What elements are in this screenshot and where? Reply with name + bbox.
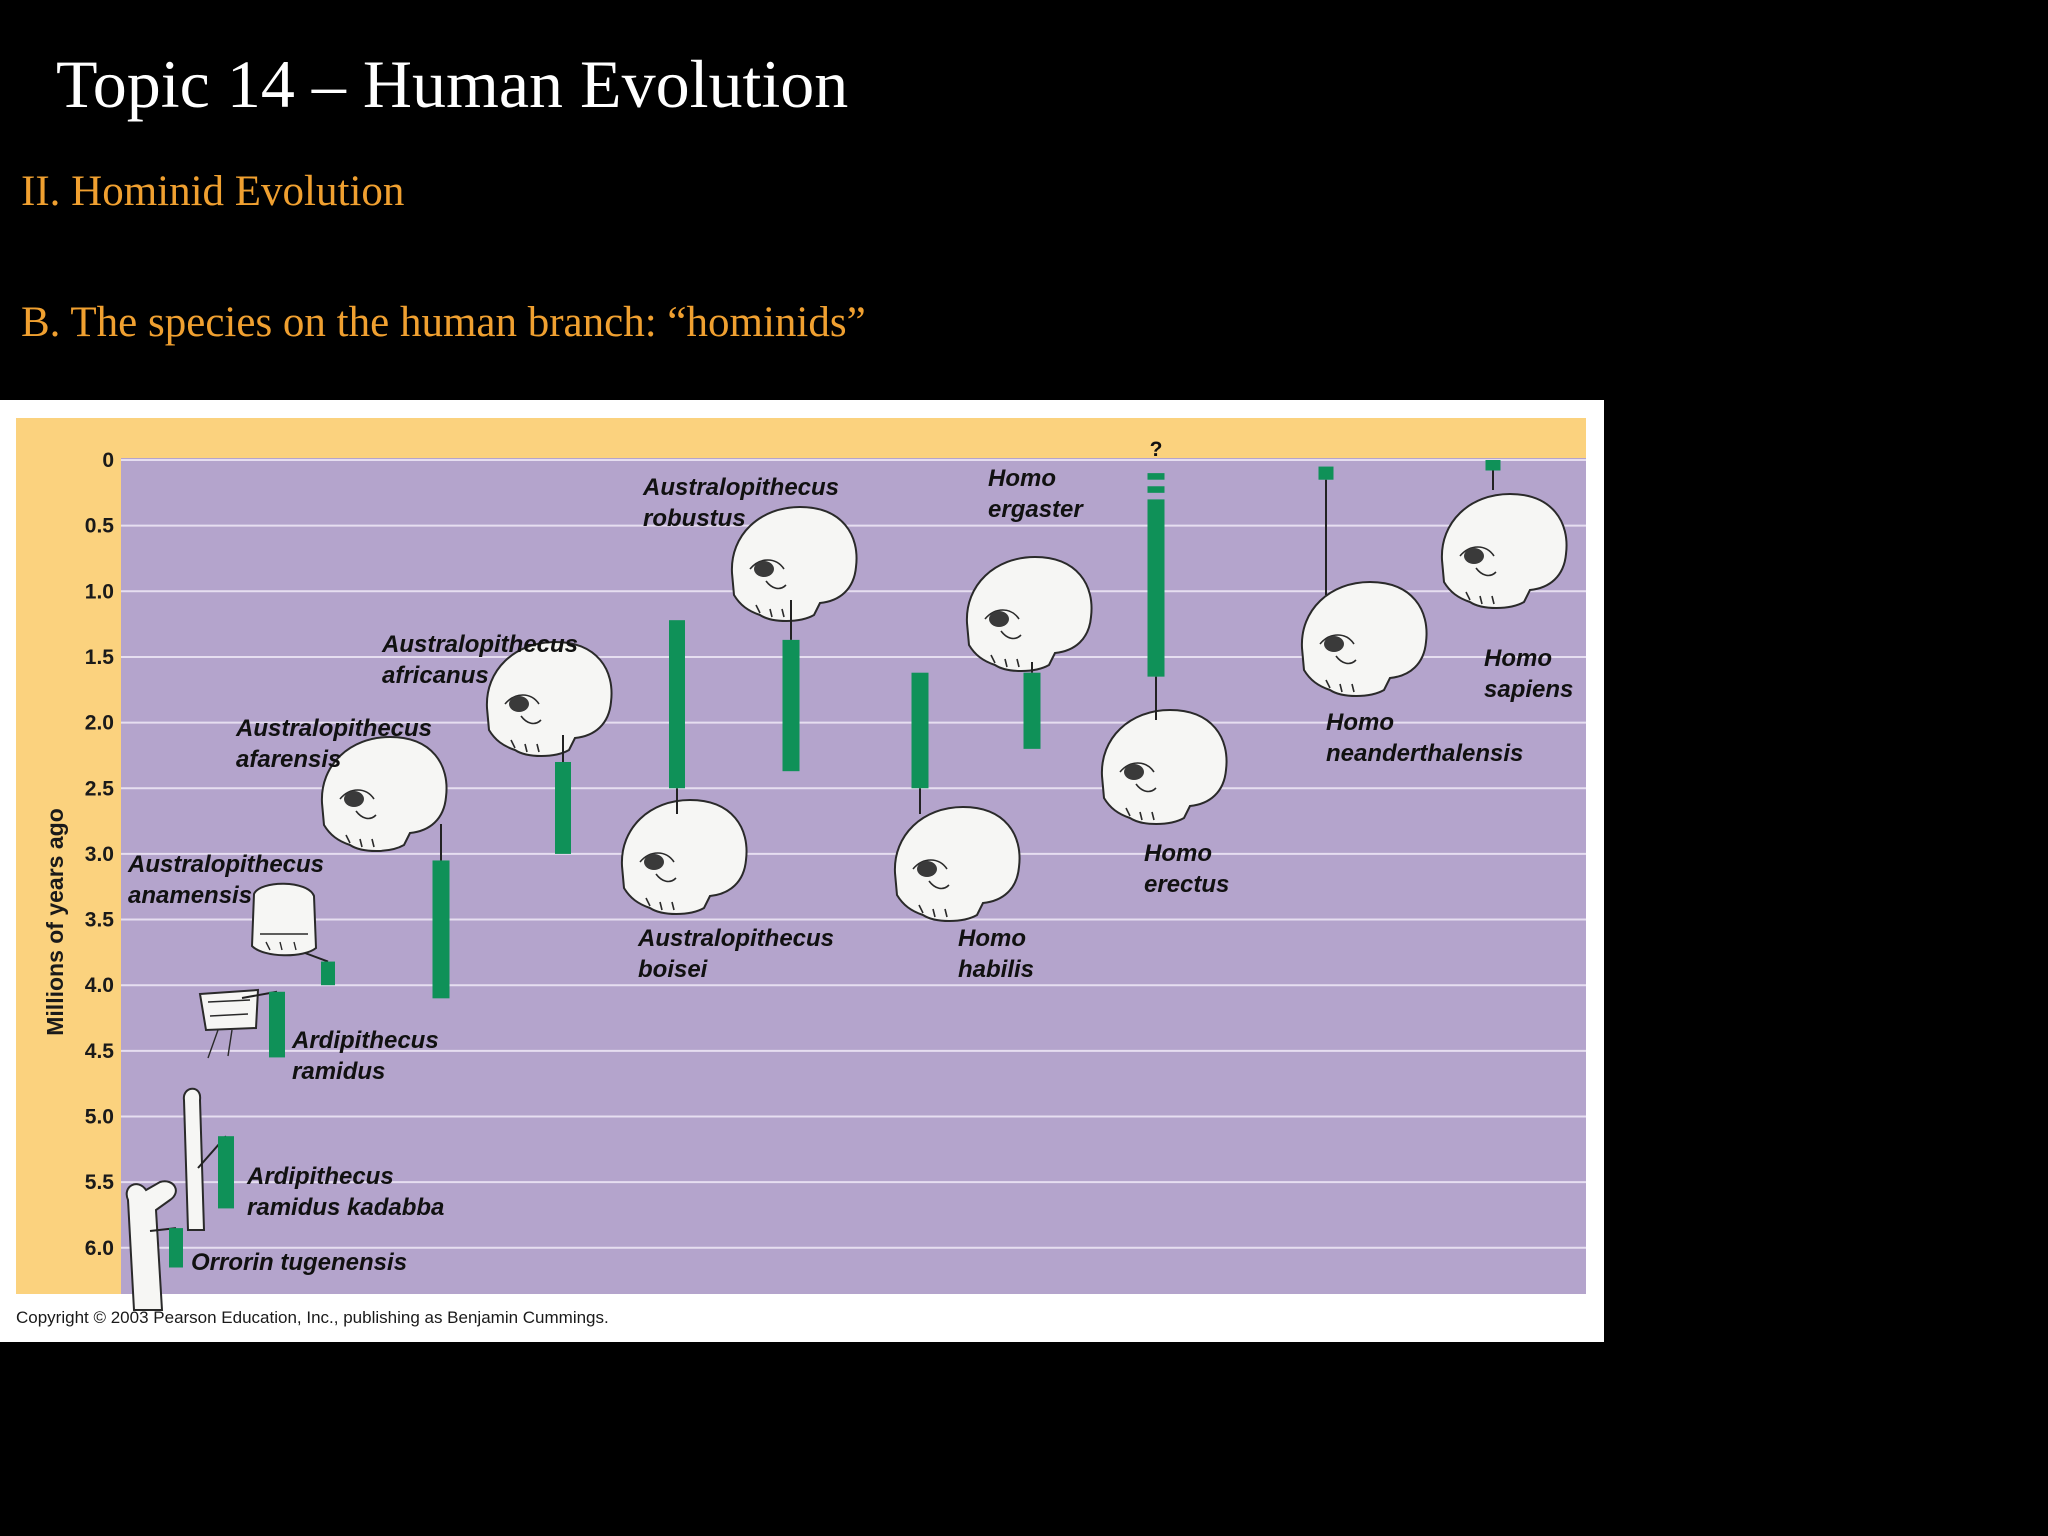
y-tick-label: 5.0 bbox=[85, 1106, 114, 1129]
species-labels: Orrorin tugenensis Ardipithecus ramidus ka… bbox=[127, 438, 1573, 1276]
y-tick-label: 4.5 bbox=[85, 1040, 115, 1063]
hominid-timeline-figure: 0 0.5 1.0 1.5 2.0 2.5 3.0 3.5 4.0 4.5 5.0 5.5 6.0 Mi… bbox=[0, 400, 1604, 1342]
uncertainty-mark: ? bbox=[1150, 438, 1163, 461]
y-tick-label: 0.5 bbox=[85, 515, 115, 538]
species-label-line: habilis bbox=[958, 956, 1034, 983]
y-tick-label: 3.5 bbox=[85, 909, 115, 932]
fossil-drawing bbox=[620, 798, 748, 915]
species-label: Homo neanderthalensis bbox=[1326, 709, 1523, 767]
species-label-line: africanus bbox=[382, 662, 489, 689]
fossil-drawing bbox=[1300, 580, 1428, 697]
species-label-line: ergaster bbox=[988, 496, 1084, 523]
species-label: Homo habilis bbox=[958, 925, 1034, 983]
fossil-drawing bbox=[893, 805, 1021, 922]
species-label: Homo sapiens bbox=[1484, 645, 1573, 703]
species-range-bar bbox=[1147, 499, 1165, 677]
species-range-bar bbox=[169, 1228, 183, 1268]
species-label-line: Homo bbox=[988, 465, 1056, 492]
y-tick-label: 1.5 bbox=[85, 646, 115, 669]
fossil-drawing bbox=[182, 1087, 206, 1231]
species-label-line: Orrorin tugenensis bbox=[191, 1249, 407, 1276]
species-label-line: Homo bbox=[1484, 645, 1552, 672]
species-label: Homo erectus bbox=[1144, 840, 1229, 898]
species-label-line: Ardipithecus bbox=[246, 1163, 394, 1190]
species-label-line: neanderthalensis bbox=[1326, 740, 1523, 767]
hominid-timeline-chart: 0 0.5 1.0 1.5 2.0 2.5 3.0 3.5 4.0 4.5 5.0 5.5 6.0 Mi… bbox=[16, 418, 1586, 1311]
species-label-line: Ardipithecus bbox=[291, 1027, 439, 1054]
species-label-line: ramidus bbox=[292, 1058, 385, 1085]
fossil-drawing bbox=[730, 505, 858, 622]
species-range-bar bbox=[669, 620, 685, 789]
species-bars bbox=[149, 460, 1501, 1268]
y-tick-label: 4.0 bbox=[85, 974, 114, 997]
fossil-illustrations bbox=[125, 492, 1568, 1311]
species-range-bar bbox=[1023, 672, 1041, 749]
species-label-line: Australopithecus bbox=[637, 925, 834, 952]
species-label: Homo ergaster bbox=[988, 465, 1084, 523]
species-range-bar bbox=[1485, 460, 1501, 471]
species-label-line: anamensis bbox=[128, 882, 252, 909]
species-label-line: Australopithecus bbox=[642, 474, 839, 501]
species-range-bar bbox=[1318, 466, 1334, 480]
species-range-segment bbox=[1147, 473, 1165, 480]
y-tick-labels: 0 0.5 1.0 1.5 2.0 2.5 3.0 3.5 4.0 4.5 5.0 5.5 6.0 bbox=[85, 449, 115, 1260]
species-range-bar bbox=[218, 1136, 234, 1209]
fossil-connector bbox=[304, 952, 329, 963]
species-label-line: Homo bbox=[958, 925, 1026, 952]
species-label-line: sapiens bbox=[1484, 676, 1573, 703]
species-range-segment bbox=[1147, 486, 1165, 493]
species-range-bar bbox=[782, 639, 800, 772]
section-heading: II. Hominid Evolution bbox=[21, 168, 405, 215]
fossil-drawing bbox=[485, 640, 613, 757]
y-tick-label: 5.5 bbox=[85, 1171, 115, 1194]
species-label: Australopithecus africanus bbox=[381, 631, 578, 689]
species-label-line: Australopithecus bbox=[235, 715, 432, 742]
species-label: Australopithecus robustus bbox=[642, 474, 839, 532]
species-label: Orrorin tugenensis bbox=[191, 1249, 407, 1276]
species-label: Australopithecus afarensis bbox=[235, 715, 432, 773]
slide-title: Topic 14 – Human Evolution bbox=[56, 46, 849, 122]
species-label-line: Homo bbox=[1144, 840, 1212, 867]
y-axis-label: Millions of years ago bbox=[42, 808, 68, 1036]
species-label-line: Homo bbox=[1326, 709, 1394, 736]
species-range-bar bbox=[555, 761, 571, 854]
fossil-drawing bbox=[1100, 708, 1228, 825]
y-tick-label: 2.0 bbox=[85, 712, 114, 735]
species-label: Ardipithecus ramidus kadabba bbox=[246, 1163, 444, 1221]
fossil-drawing bbox=[250, 882, 318, 957]
species-label: Australopithecus boisei bbox=[637, 925, 834, 983]
species-range-bar bbox=[321, 961, 335, 986]
fossil-drawing bbox=[965, 555, 1093, 672]
species-label-line: afarensis bbox=[236, 746, 341, 773]
y-tick-label: 2.5 bbox=[85, 777, 115, 800]
copyright-notice: Copyright © 2003 Pearson Education, Inc.… bbox=[16, 1308, 609, 1327]
fossil-drawing bbox=[198, 988, 260, 1059]
species-range-bar bbox=[911, 672, 929, 789]
fossil-drawing bbox=[125, 1180, 177, 1311]
species-label-line: ramidus kadabba bbox=[247, 1194, 444, 1221]
y-tick-label: 0 bbox=[102, 449, 114, 472]
species-range-bar bbox=[432, 860, 450, 999]
species-label-line: boisei bbox=[638, 956, 709, 983]
species-label-line: Australopithecus bbox=[127, 851, 324, 878]
species-label: Australopithecus anamensis bbox=[127, 851, 324, 909]
species-label-line: Australopithecus bbox=[381, 631, 578, 658]
y-tick-label: 6.0 bbox=[85, 1237, 114, 1260]
subsection-heading: B. The species on the human branch: “hom… bbox=[21, 299, 866, 346]
y-tick-label: 1.0 bbox=[85, 580, 114, 603]
species-label-line: robustus bbox=[643, 505, 746, 532]
fossil-drawing bbox=[320, 735, 448, 852]
y-tick-label: 3.0 bbox=[85, 843, 114, 866]
species-label: Ardipithecus ramidus bbox=[291, 1027, 439, 1085]
species-label-line: erectus bbox=[1144, 871, 1229, 898]
species-range-bar bbox=[269, 991, 285, 1058]
fossil-drawing bbox=[1440, 492, 1568, 609]
